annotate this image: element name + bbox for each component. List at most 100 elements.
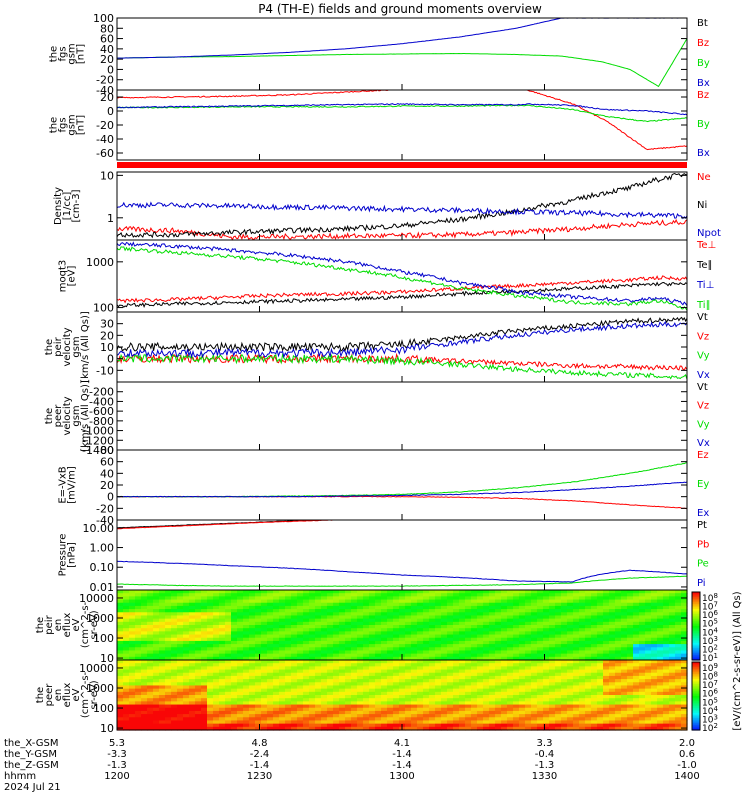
spectrogram-cell (315, 628, 322, 632)
spectrogram-cell (291, 691, 298, 696)
spectrogram-cell (453, 726, 460, 731)
spectrogram-cell (591, 647, 598, 652)
y-axis-label-line: en (53, 619, 64, 632)
spectrogram-cell (225, 663, 232, 667)
spectrogram-cell (363, 675, 370, 680)
spectrogram-cell (345, 647, 352, 652)
spectrogram-cell (651, 710, 658, 715)
spectrogram-cell (681, 621, 688, 626)
spectrogram-cell (609, 717, 616, 722)
spectrogram-cell (225, 625, 232, 629)
spectrogram-cell (351, 704, 358, 709)
spectrogram-cell (213, 631, 220, 636)
spectrogram-cell (141, 618, 148, 623)
spectrogram-cell (399, 685, 406, 690)
spectrogram-cell (261, 593, 268, 597)
spectrogram-cell (345, 672, 352, 677)
spectrogram-cell (243, 704, 250, 709)
spectrogram-cell (165, 672, 172, 677)
spectrogram-cell (399, 618, 406, 623)
spectrogram-cell (477, 682, 484, 687)
spectrogram-cell (339, 710, 346, 715)
spectrogram-cell (339, 691, 346, 696)
spectrogram-cell (513, 669, 520, 674)
spectrogram-cell (639, 672, 646, 677)
spectrogram-cell (369, 640, 376, 645)
spectrogram-cell (579, 634, 586, 639)
spectrogram-cell (219, 682, 226, 687)
spectrogram-cell (135, 590, 142, 594)
spectrogram-cell (435, 663, 442, 667)
spectrogram-cell (507, 644, 514, 648)
spectrogram-cell (423, 720, 430, 725)
spectrogram-cell (309, 691, 316, 696)
spectrogram-cell (213, 707, 220, 712)
spectrogram-cell (411, 704, 418, 709)
spectrogram-cell (513, 656, 520, 661)
spectrogram-cell (513, 682, 520, 687)
spectrogram-cell (129, 698, 136, 702)
spectrogram-cell (393, 720, 400, 725)
spectrogram-cell (669, 609, 676, 613)
spectrogram-cell (207, 675, 214, 680)
spectrogram-cell (471, 666, 478, 671)
spectrogram-cell (219, 679, 226, 683)
spectrogram-cell (561, 621, 568, 626)
spectrogram-cell (675, 701, 682, 706)
spectrogram-cell (171, 720, 178, 725)
spectrogram-cell (573, 631, 580, 636)
y-tick-label: -20 (96, 502, 114, 515)
spectrogram-cell (567, 637, 574, 642)
spectrogram-cell (447, 628, 454, 632)
spectrogram-cell (207, 714, 214, 718)
spectrogram-cell (189, 720, 196, 725)
spectrogram-cell (645, 625, 652, 629)
spectrogram-cell (555, 647, 562, 652)
colorbar-cell (692, 689, 700, 692)
spectrogram-cell (405, 644, 412, 648)
spectrogram-cell (243, 634, 250, 639)
spectrogram-cell (597, 663, 604, 667)
series-line-Bz (116, 89, 688, 151)
spectrogram-cell (381, 625, 388, 629)
spectrogram-cell (237, 640, 244, 645)
spectrogram-cell (609, 720, 616, 725)
spectrogram-cell (159, 628, 166, 632)
spectrogram-cell (429, 679, 436, 683)
spectrogram-cell (609, 707, 616, 712)
spectrogram-cell (285, 647, 292, 652)
spectrogram-cell (405, 679, 412, 683)
spectrogram-cell (123, 672, 130, 677)
spectrogram-cell (237, 682, 244, 687)
y-axis-label-line: eflux (62, 613, 73, 638)
spectrogram-cell (435, 723, 442, 728)
spectrogram-cell (513, 679, 520, 683)
spectrogram-cell (219, 609, 226, 613)
spectrogram-cell (585, 609, 592, 613)
spectrogram-cell (513, 710, 520, 715)
spectrogram-cell (519, 628, 526, 632)
spectrogram-cell (657, 644, 664, 648)
spectrogram-cell (621, 698, 628, 702)
spectrogram-cell (459, 640, 466, 645)
spectrogram-cell (183, 685, 190, 690)
spectrogram-cell (495, 628, 502, 632)
spectrogram-cell (363, 720, 370, 725)
spectrogram-cell (525, 669, 532, 674)
spectrogram-cell (123, 720, 130, 725)
spectrogram-cell (231, 605, 238, 610)
spectrogram-cell (333, 647, 340, 652)
spectrogram-cell (681, 615, 688, 620)
spectrogram-cell (387, 688, 394, 693)
spectrogram-cell (447, 688, 454, 693)
spectrogram-cell (123, 628, 130, 632)
spectrogram-cell (573, 688, 580, 693)
spectrogram-cell (303, 710, 310, 715)
spectrogram-cell (213, 723, 220, 728)
spectrogram-cell (453, 637, 460, 642)
spectrogram-cell (585, 663, 592, 667)
spectrogram-cell (555, 685, 562, 690)
spectrogram-cell (171, 631, 178, 636)
spectrogram-cell (117, 637, 124, 642)
spectrogram-cell (393, 704, 400, 709)
